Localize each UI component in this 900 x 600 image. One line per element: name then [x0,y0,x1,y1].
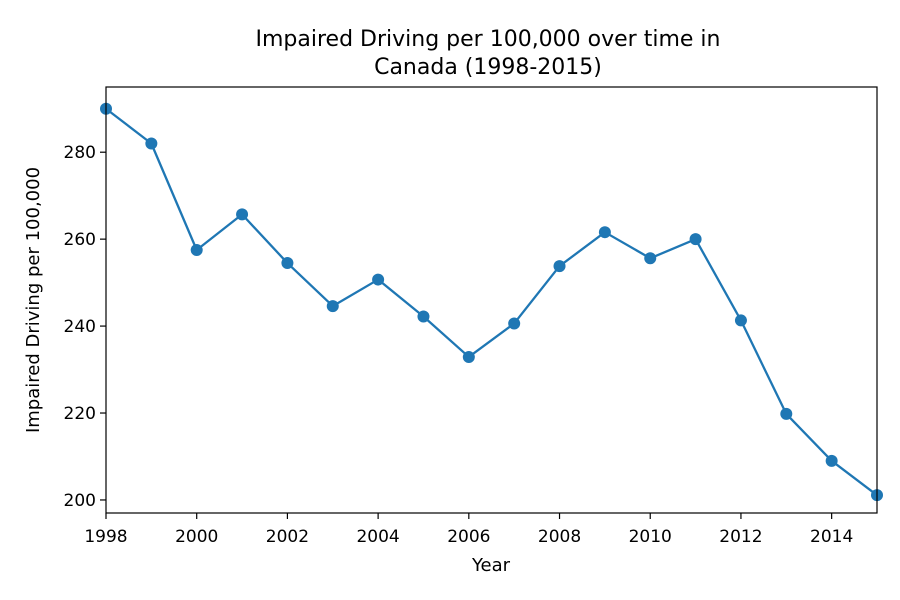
y-tick-label: 260 [64,230,96,250]
series-line [105,107,878,497]
data-point [462,350,475,363]
data-point [644,252,657,265]
data-point [825,454,838,467]
y-axis-ticks: 200 220 240 260 280 [64,143,106,511]
y-tick-label: 220 [64,404,96,424]
x-axis-ticks: 1998 2000 2002 2004 2006 2008 2010 2012 2014 [84,513,853,547]
x-tick-label: 2014 [810,527,853,547]
x-axis-label: Year [471,555,511,576]
data-point [508,317,521,330]
data-point [734,314,747,327]
y-tick-label: 200 [64,491,96,511]
x-tick-label: 1998 [84,527,127,547]
data-point [553,260,566,273]
y-axis-label: Impaired Driving per 100,000 [23,167,44,433]
x-tick-label: 2002 [266,527,309,547]
x-tick-label: 2012 [719,527,762,547]
data-point [281,257,294,270]
x-tick-label: 2006 [447,527,490,547]
x-tick-label: 2000 [175,527,218,547]
y-tick-label: 240 [64,317,96,337]
data-point [236,208,249,221]
data-point [190,244,203,257]
data-point [326,300,339,313]
x-tick-label: 2008 [538,527,581,547]
y-tick-label: 280 [64,143,96,163]
plot-marks [100,102,883,502]
data-point [689,233,702,246]
data-point [780,407,793,420]
x-tick-label: 2010 [629,527,672,547]
data-point [145,137,158,150]
data-point [417,310,430,323]
data-point [372,273,385,286]
chart-title-line-1: Impaired Driving per 100,000 over time i… [256,27,721,52]
x-tick-label: 2004 [356,527,399,547]
plot-frame [105,86,878,514]
data-point [598,226,611,239]
chart-title-line-2: Canada (1998-2015) [374,55,602,80]
